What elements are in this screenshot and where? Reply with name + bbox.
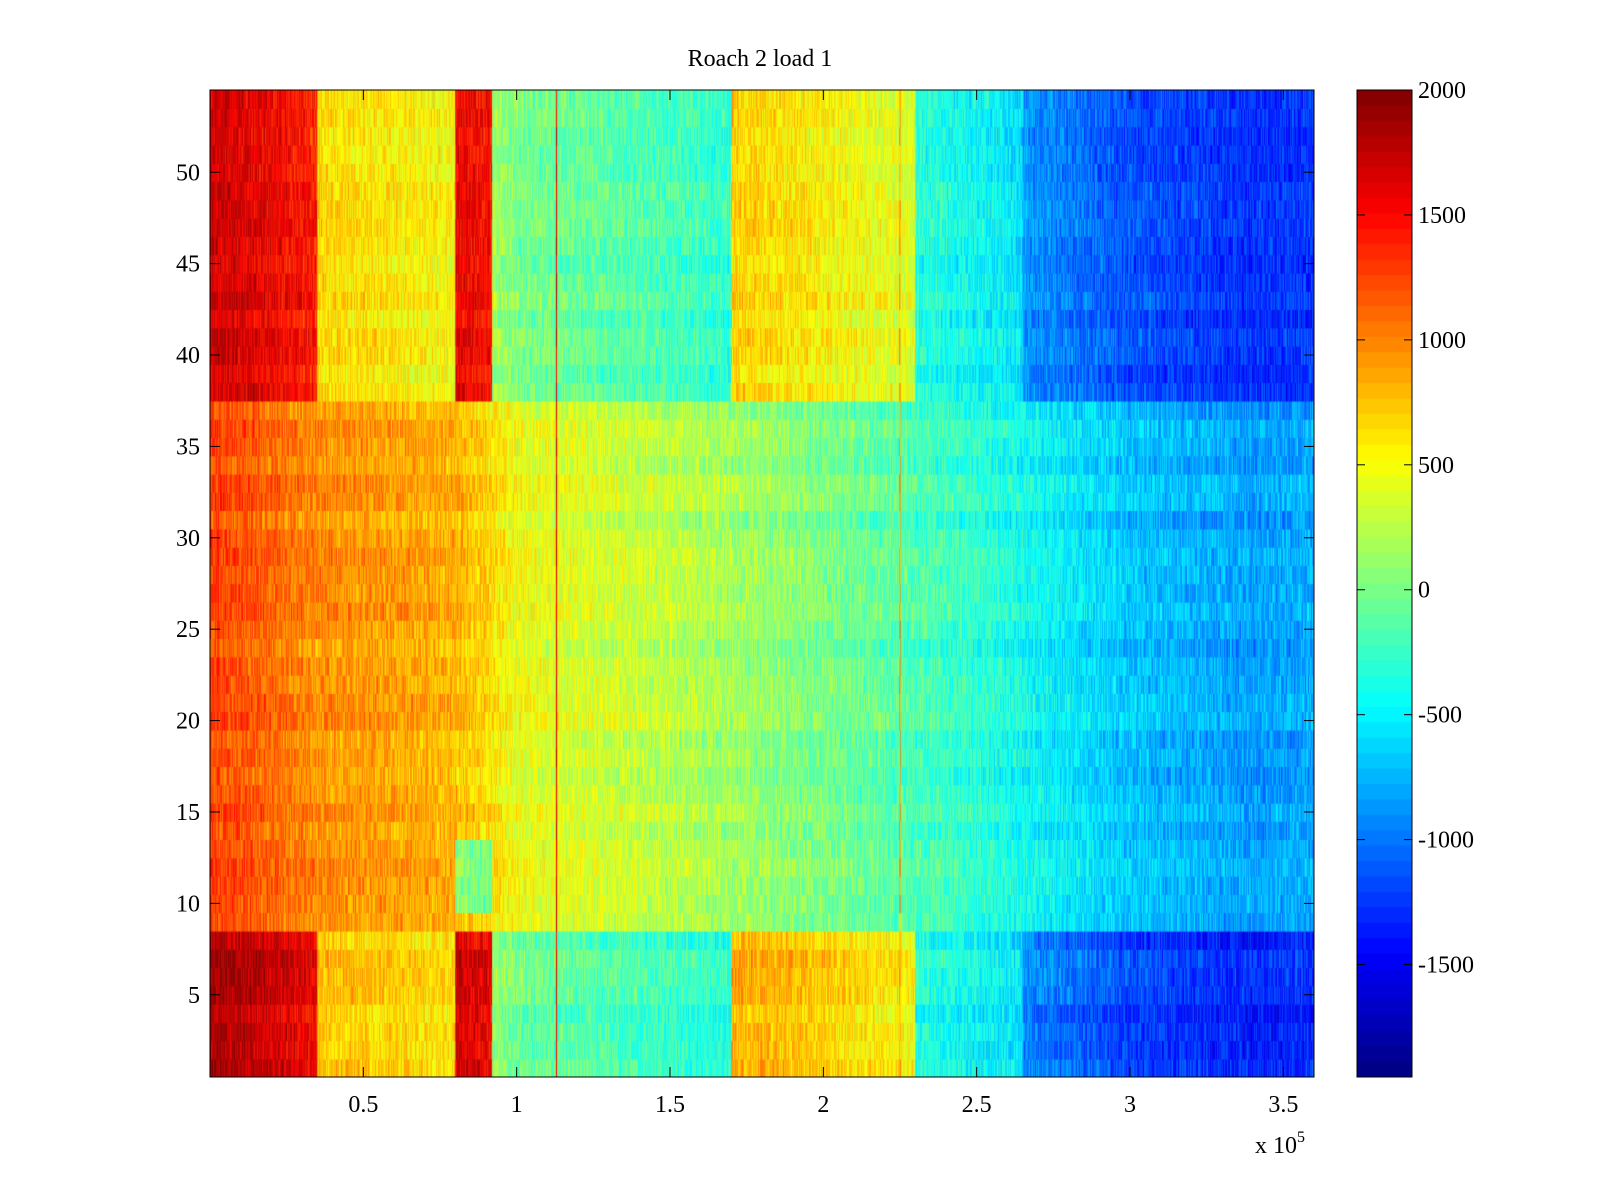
x-tick-label: 1.5	[655, 1092, 685, 1118]
colorbar-image	[1357, 90, 1412, 1077]
x-axis: 0.5 1 1.5 2 2.5 3 3.5	[348, 90, 1298, 1118]
y-axis: 5 10 15 20 25 30 35 40 45 50	[176, 160, 1314, 1009]
chart-title: Roach 2 load 1	[688, 46, 833, 72]
colorbar-axis: 2000 1500 1000 500 0 -500 -1000 -1500	[1357, 78, 1474, 979]
y-tick-label: 45	[176, 252, 200, 278]
y-tick-label: 15	[176, 800, 200, 826]
colorbar-tick-label: -500	[1418, 703, 1462, 729]
x-exponent-base: x 10	[1255, 1133, 1297, 1159]
colorbar-tick-label: -1000	[1418, 828, 1474, 854]
x-exponent-label: x 105	[1255, 1129, 1305, 1159]
y-tick-label: 30	[176, 526, 200, 552]
x-exponent-power: 5	[1297, 1129, 1305, 1146]
colorbar-tick-label: 1500	[1418, 203, 1466, 229]
colorbar-tick-label: 500	[1418, 453, 1454, 479]
colorbar-tick-label: 2000	[1418, 78, 1466, 104]
y-tick-label: 50	[176, 160, 200, 186]
x-tick-label: 3.5	[1268, 1092, 1298, 1118]
plot-frame	[209, 89, 1315, 1078]
colorbar-tick-label: 0	[1418, 578, 1430, 604]
y-tick-label: 25	[176, 617, 200, 643]
y-tick-label: 20	[176, 709, 200, 735]
x-tick-label: 0.5	[348, 1092, 378, 1118]
colorbar-tick-label: -1500	[1418, 953, 1474, 979]
x-tick-label: 2	[817, 1092, 829, 1118]
y-tick-label: 10	[176, 891, 200, 917]
heatmap-image	[210, 90, 1314, 1077]
colorbar-tick-label: 1000	[1418, 328, 1466, 354]
colorbar-frame	[1356, 89, 1413, 1078]
y-tick-label: 5	[188, 983, 200, 1009]
x-tick-label: 1	[511, 1092, 523, 1118]
y-tick-label: 35	[176, 434, 200, 460]
y-tick-label: 40	[176, 343, 200, 369]
x-tick-label: 3	[1124, 1092, 1136, 1118]
x-tick-label: 2.5	[962, 1092, 992, 1118]
